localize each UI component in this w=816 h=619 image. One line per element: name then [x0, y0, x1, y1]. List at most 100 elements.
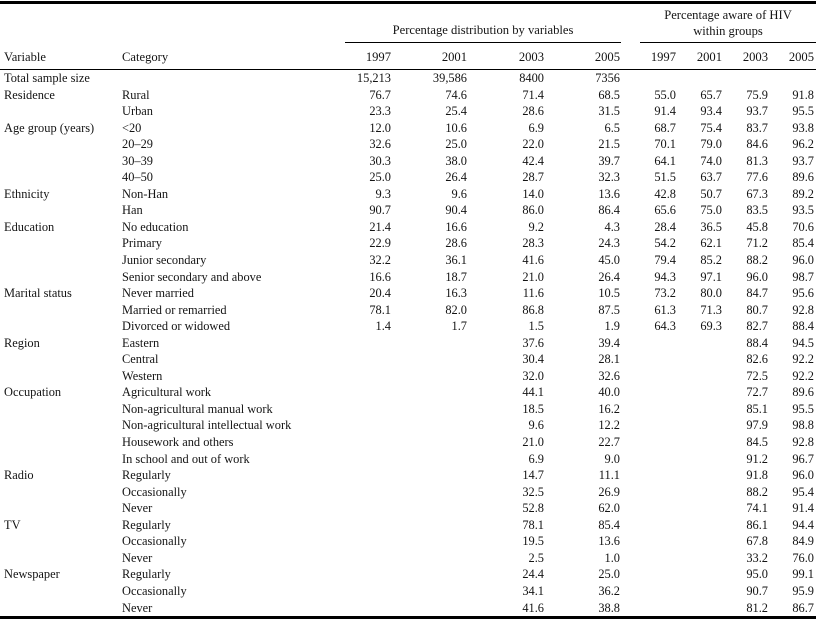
dist-2005-cell: 1.0	[604, 550, 621, 565]
aware-2005-cell: 95.4	[792, 484, 814, 499]
table-row: Age group (years) <20 12.0 10.6 6.9 6.5 …	[0, 120, 816, 137]
dist-2005-cell: 1.9	[604, 319, 621, 334]
dist-1997-cell: 78.1	[369, 302, 391, 317]
aware-2005-cell: 91.4	[792, 501, 814, 516]
dist-2005-cell: 86.4	[598, 203, 620, 218]
aware-2001-cell	[678, 484, 724, 501]
year-header-row: Variable Category 1997 2001 2003 2005 19…	[0, 43, 816, 70]
dist-2001-cell	[393, 434, 469, 451]
category-cell: Western	[122, 368, 163, 383]
aware-2001-cell: 69.3	[700, 319, 722, 334]
category-cell: <20	[122, 120, 142, 135]
dist-1997-cell	[317, 368, 393, 385]
aware-2001-cell: 50.7	[700, 186, 722, 201]
dist-1997-cell	[317, 401, 393, 418]
dist-2001-cell: 18.7	[445, 269, 467, 284]
table-body: Total sample size 15,213 39,586 8400 735…	[0, 70, 816, 618]
aware-2003-cell: 88.4	[746, 335, 768, 350]
dist-2001-cell	[393, 600, 469, 618]
aware-2005-cell: 96.0	[792, 253, 814, 268]
aware-2003-cell: 77.6	[746, 170, 768, 185]
dist-year-2005-header: 2005	[546, 43, 622, 70]
aware-2005-cell: 89.6	[792, 170, 814, 185]
aware-1997-cell	[622, 467, 678, 484]
variable-cell	[0, 417, 122, 434]
dist-1997-cell: 90.7	[369, 203, 391, 218]
aware-2001-cell	[678, 401, 724, 418]
variable-cell	[0, 169, 122, 186]
dist-2003-cell: 9.6	[528, 418, 545, 433]
dist-1997-cell	[317, 467, 393, 484]
aware-2003-cell: 75.9	[746, 87, 768, 102]
category-cell: Urban	[122, 104, 153, 119]
aware-1997-cell: 54.2	[654, 236, 676, 251]
aware-2005-cell: 95.9	[792, 583, 814, 598]
aware-2003-cell: 67.3	[746, 186, 768, 201]
dist-1997-cell	[317, 384, 393, 401]
dist-2005-cell: 32.3	[598, 170, 620, 185]
dist-2001-cell	[393, 484, 469, 501]
dist-2001-cell: 90.4	[445, 203, 467, 218]
variable-cell: Radio	[4, 468, 34, 483]
dist-2003-cell: 78.1	[522, 517, 544, 532]
variable-cell	[0, 583, 122, 600]
aware-1997-cell: 79.4	[654, 253, 676, 268]
table-row: 20–29 32.6 25.0 22.0 21.5 70.1 79.0 84.6…	[0, 136, 816, 153]
dist-1997-cell	[317, 566, 393, 583]
category-cell: Junior secondary	[122, 253, 207, 268]
aware-1997-cell: 94.3	[654, 269, 676, 284]
aware-2001-cell	[678, 583, 724, 600]
dist-2005-cell: 7356	[595, 71, 620, 85]
aware-2005-cell: 84.9	[792, 534, 814, 549]
dist-year-1997-header: 1997	[317, 43, 393, 70]
aware-1997-cell	[622, 517, 678, 534]
dist-2003-cell: 32.0	[522, 368, 544, 383]
dist-2001-cell: 82.0	[445, 302, 467, 317]
aware-1997-cell	[622, 533, 678, 550]
aware-2001-cell: 75.4	[700, 120, 722, 135]
dist-2005-cell: 26.4	[598, 269, 620, 284]
variable-cell: Region	[4, 335, 40, 350]
aware-2003-cell: 84.7	[746, 286, 768, 301]
variable-cell: Occupation	[4, 385, 62, 400]
category-cell: Senior secondary and above	[122, 269, 262, 284]
dist-2001-cell: 74.6	[445, 87, 467, 102]
category-cell: Agricultural work	[122, 385, 212, 400]
aware-2001-cell	[678, 600, 724, 618]
aware-2003-cell: 74.1	[746, 501, 768, 516]
aware-2005-cell: 92.2	[792, 352, 814, 367]
table-row: Occasionally 19.5 13.6 67.8 84.9	[0, 533, 816, 550]
aware-1997-cell	[622, 500, 678, 517]
group-distribution-header: Percentage distribution by variables	[317, 3, 622, 43]
dist-2001-cell	[393, 467, 469, 484]
aware-2005-cell: 93.8	[792, 120, 814, 135]
dist-2003-cell: 9.2	[528, 219, 545, 234]
dist-2005-cell: 31.5	[598, 104, 620, 119]
variable-cell	[0, 302, 122, 319]
variable-cell: TV	[4, 517, 21, 532]
dist-2005-cell: 68.5	[598, 87, 620, 102]
aware-2005-cell: 93.7	[792, 153, 814, 168]
variable-cell	[0, 252, 122, 269]
table-row: Radio Regularly 14.7 11.1 91.8 96.0	[0, 467, 816, 484]
category-cell: Divorced or widowed	[122, 319, 231, 334]
dist-1997-cell: 22.9	[369, 236, 391, 251]
dist-2003-cell: 32.5	[522, 484, 544, 499]
category-cell: Never married	[122, 286, 194, 301]
table-row: Non-agricultural manual work 18.5 16.2 8…	[0, 401, 816, 418]
variable-cell	[0, 434, 122, 451]
aware-2003-cell: 72.7	[746, 385, 768, 400]
dist-1997-cell	[317, 451, 393, 468]
variable-cell: Newspaper	[4, 567, 60, 582]
dist-1997-cell	[317, 351, 393, 368]
aware-2001-cell: 63.7	[700, 170, 722, 185]
dist-2005-cell: 10.5	[598, 286, 620, 301]
aware-2003-cell: 95.0	[746, 567, 768, 582]
dist-2001-cell: 26.4	[445, 170, 467, 185]
dist-2003-cell: 8400	[519, 71, 544, 85]
table-row: Occasionally 34.1 36.2 90.7 95.9	[0, 583, 816, 600]
dist-2005-cell: 45.0	[598, 253, 620, 268]
aware-2001-cell: 85.2	[700, 253, 722, 268]
dist-2003-cell: 19.5	[522, 534, 544, 549]
aware-1997-cell	[622, 434, 678, 451]
